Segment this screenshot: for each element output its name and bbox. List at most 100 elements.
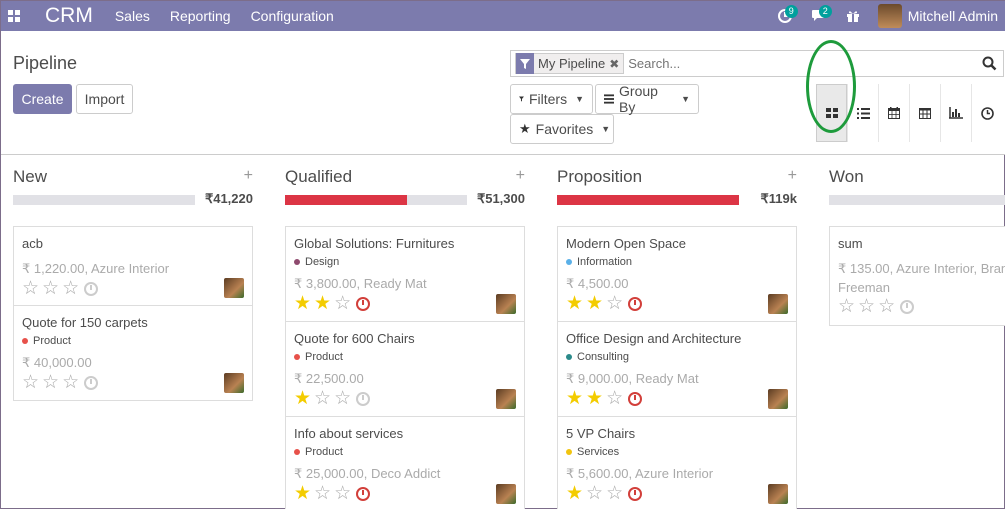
star-icon[interactable]: ☆ [606, 293, 624, 314]
priority-stars[interactable]: ★ ☆ ☆ [294, 483, 371, 504]
menu-sales[interactable]: Sales [114, 8, 150, 24]
activity-clock-icon[interactable] [628, 391, 643, 406]
add-icon[interactable]: + [515, 167, 525, 184]
search-input[interactable] [628, 56, 969, 71]
star-icon[interactable]: ☆ [42, 278, 60, 299]
avatar[interactable] [768, 294, 788, 314]
column-title[interactable]: Won [829, 167, 864, 186]
activity-clock-icon[interactable] [356, 296, 371, 311]
kanban-card[interactable]: Quote for 600 Chairs Product ₹ 22,500.00… [285, 321, 525, 417]
star-icon[interactable]: ★ [566, 293, 584, 314]
priority-stars[interactable]: ★ ☆ ☆ [566, 483, 643, 504]
avatar[interactable] [224, 373, 244, 393]
column-progress-bar[interactable] [557, 195, 739, 205]
star-icon[interactable]: ☆ [334, 293, 352, 314]
star-icon[interactable]: ★ [586, 388, 604, 409]
group-by-button[interactable]: Group By ▼ [595, 83, 699, 115]
import-button[interactable]: Import [76, 84, 133, 114]
avatar[interactable] [768, 484, 788, 504]
star-icon[interactable]: ☆ [42, 372, 60, 393]
graph-view-button[interactable] [940, 84, 971, 142]
star-icon[interactable]: ★ [314, 293, 332, 314]
menu-configuration[interactable]: Configuration [250, 8, 334, 24]
priority-stars[interactable]: ★ ★ ☆ [566, 293, 643, 314]
activity-clock-icon[interactable] [628, 486, 643, 501]
avatar[interactable] [496, 484, 516, 504]
column-progress-bar[interactable] [285, 195, 467, 205]
activity-icon[interactable]: 9 [768, 1, 802, 31]
progress-fill[interactable] [557, 195, 739, 205]
column-title[interactable]: Proposition [557, 167, 643, 186]
create-button[interactable]: Create [13, 84, 72, 114]
progress-fill[interactable] [285, 195, 407, 205]
star-icon[interactable]: ☆ [858, 296, 876, 317]
add-icon[interactable]: + [243, 167, 253, 184]
column-title[interactable]: Qualified [285, 167, 353, 186]
activity-clock-icon[interactable] [356, 391, 371, 406]
favorites-button[interactable]: ★ Favorites ▼ [510, 114, 614, 144]
priority-stars[interactable]: ★ ★ ☆ [294, 293, 371, 314]
star-icon[interactable]: ★ [294, 293, 312, 314]
list-view-button[interactable] [847, 84, 878, 142]
activity-clock-icon[interactable] [84, 375, 99, 390]
priority-stars[interactable]: ☆ ☆ ☆ [22, 278, 99, 299]
star-icon[interactable]: ☆ [334, 388, 352, 409]
star-icon[interactable]: ☆ [62, 278, 80, 299]
user-avatar[interactable] [877, 4, 902, 28]
star-icon[interactable]: ☆ [314, 388, 332, 409]
activity-view-button[interactable] [971, 84, 1002, 142]
star-icon[interactable]: ☆ [334, 483, 352, 504]
star-icon[interactable]: ★ [586, 293, 604, 314]
search-bar[interactable]: My Pipeline ✖ [510, 50, 1004, 77]
star-icon[interactable]: ☆ [586, 483, 604, 504]
column-progress-bar[interactable] [13, 195, 195, 205]
app-menu-icon[interactable] [1, 1, 27, 31]
priority-stars[interactable]: ★ ☆ ☆ [294, 388, 371, 409]
avatar[interactable] [496, 294, 516, 314]
user-name[interactable]: Mitchell Admin [907, 8, 998, 24]
priority-stars[interactable]: ☆ ☆ ☆ [838, 296, 915, 317]
avatar[interactable] [224, 278, 244, 298]
star-icon[interactable]: ★ [566, 483, 584, 504]
column-title[interactable]: New [13, 167, 48, 186]
messages-icon[interactable]: 2 [802, 1, 836, 31]
column-progress-bar[interactable] [829, 195, 1005, 205]
star-icon[interactable]: ★ [566, 388, 584, 409]
priority-stars[interactable]: ★ ★ ☆ [566, 388, 643, 409]
star-icon[interactable]: ★ [294, 483, 312, 504]
kanban-card[interactable]: 5 VP Chairs Services ₹ 5,600.00, Azure I… [557, 416, 797, 509]
priority-stars[interactable]: ☆ ☆ ☆ [22, 372, 99, 393]
kanban-card[interactable]: sum ₹ 135.00, Azure Interior, Brandon Fr… [829, 226, 1005, 326]
star-icon[interactable]: ☆ [878, 296, 896, 317]
star-icon[interactable]: ☆ [62, 372, 80, 393]
avatar[interactable] [496, 389, 516, 409]
kanban-card[interactable]: Quote for 150 carpets Product ₹ 40,000.0… [13, 305, 253, 401]
star-icon[interactable]: ☆ [22, 278, 40, 299]
kanban-view-button[interactable] [816, 84, 847, 142]
kanban-card[interactable]: Global Solutions: Furnitures Design ₹ 3,… [285, 226, 525, 322]
kanban-card[interactable]: Info about services Product ₹ 25,000.00,… [285, 416, 525, 509]
menu-reporting[interactable]: Reporting [169, 8, 231, 24]
avatar[interactable] [768, 389, 788, 409]
search-facet[interactable]: My Pipeline ✖ [515, 53, 625, 74]
activity-clock-icon[interactable] [356, 486, 371, 501]
star-icon[interactable]: ★ [294, 388, 312, 409]
activity-clock-icon[interactable] [84, 281, 99, 296]
pivot-view-button[interactable] [909, 84, 940, 142]
calendar-view-button[interactable] [878, 84, 909, 142]
search-icon[interactable] [982, 56, 997, 74]
star-icon[interactable]: ☆ [838, 296, 856, 317]
star-icon[interactable]: ☆ [606, 483, 624, 504]
kanban-card[interactable]: Office Design and Architecture Consultin… [557, 321, 797, 417]
kanban-card[interactable]: Modern Open Space Information ₹ 4,500.00… [557, 226, 797, 322]
star-icon[interactable]: ☆ [606, 388, 624, 409]
kanban-card[interactable]: acb ₹ 1,220.00, Azure Interior ☆ ☆ ☆ [13, 226, 253, 306]
activity-clock-icon[interactable] [900, 299, 915, 314]
star-icon[interactable]: ☆ [22, 372, 40, 393]
star-icon[interactable]: ☆ [314, 483, 332, 504]
filters-button[interactable]: Filters ▼ [510, 84, 593, 114]
close-icon[interactable]: ✖ [609, 56, 620, 71]
activity-clock-icon[interactable] [628, 296, 643, 311]
gift-icon[interactable] [836, 1, 870, 31]
app-brand[interactable]: CRM [45, 4, 93, 27]
